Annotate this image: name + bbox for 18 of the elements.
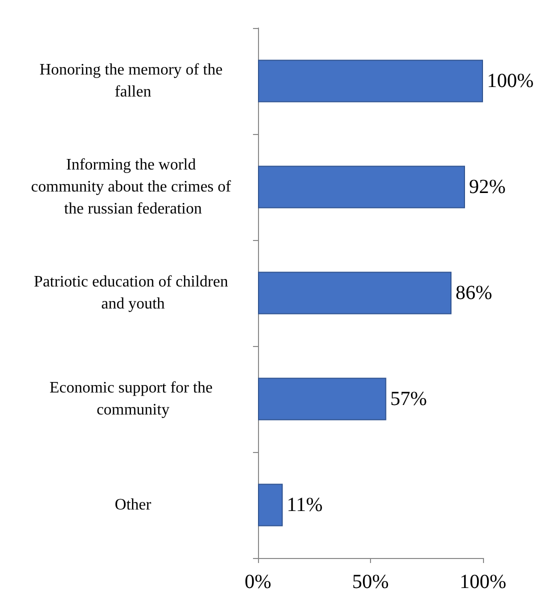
bar: [258, 272, 452, 314]
y-tick-label: Informing the world community about the crimes of the russian federation: [31, 156, 235, 218]
bar: [258, 378, 386, 420]
data-label: 100%: [487, 70, 534, 92]
y-tick-label: Other: [114, 496, 152, 514]
bar: [258, 484, 283, 526]
data-label: 11%: [286, 494, 323, 516]
bar: [258, 166, 465, 208]
x-tick-label: 0%: [244, 571, 272, 593]
bar: [258, 60, 483, 102]
y-tick-label: Honoring the memory of the fallen: [39, 62, 227, 100]
y-tick-label: Economic support for the community: [49, 380, 217, 418]
data-label: 92%: [469, 176, 506, 198]
x-tick-label: 100%: [460, 571, 506, 593]
data-label: 86%: [456, 282, 492, 304]
data-label: 57%: [390, 388, 427, 410]
x-tick-label: 50%: [352, 571, 389, 593]
y-tick-label: Patriotic education of children and youth: [34, 274, 232, 312]
